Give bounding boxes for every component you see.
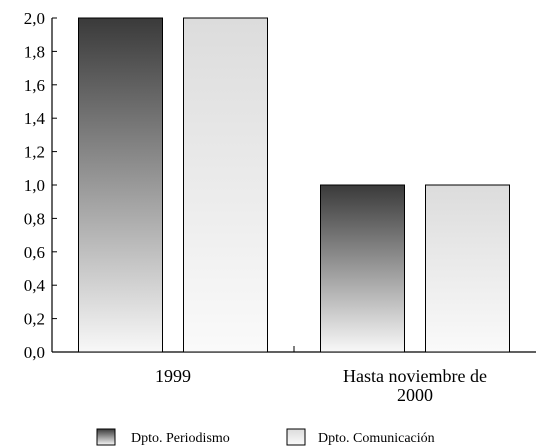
- y-tick-label: 1,6: [24, 76, 45, 95]
- y-tick-label: 0,0: [24, 343, 45, 362]
- bars: [78, 17, 510, 353]
- bar-comunicacion-1: [425, 184, 510, 353]
- y-tick-label: 1,8: [24, 42, 45, 61]
- y-tick-label: 0,6: [24, 243, 45, 262]
- y-tick-label: 0,8: [24, 209, 45, 228]
- bar-periodismo-1: [320, 184, 405, 353]
- y-tick-label: 0,2: [24, 310, 45, 329]
- bar-periodismo-0: [78, 17, 163, 353]
- x-category-label: Hasta noviembre de 2000: [343, 366, 487, 405]
- y-axis-ticks: 0,0 0,2 0,4 0,6 0,8 1,0 1,2 1,4 1,6 1,8 2,0: [24, 9, 57, 362]
- x-category-label: 1999: [155, 366, 191, 386]
- bar-comunicacion-0: [183, 17, 268, 353]
- legend-label: Dpto. Comunicación: [318, 431, 435, 446]
- legend-swatch: [96, 428, 116, 446]
- y-tick-label: 1,4: [24, 109, 46, 128]
- y-tick-label: 0,4: [24, 276, 46, 295]
- y-tick-label: 1,0: [24, 176, 45, 195]
- legend-swatch: [286, 428, 306, 446]
- y-tick-label: 2,0: [24, 9, 45, 28]
- x-axis-labels: 1999 Hasta noviembre de 2000: [155, 366, 487, 405]
- legend: Dpto. Periodismo Dpto. Comunicación: [96, 428, 435, 446]
- legend-label: Dpto. Periodismo: [131, 431, 230, 446]
- y-tick-label: 1,2: [24, 143, 45, 162]
